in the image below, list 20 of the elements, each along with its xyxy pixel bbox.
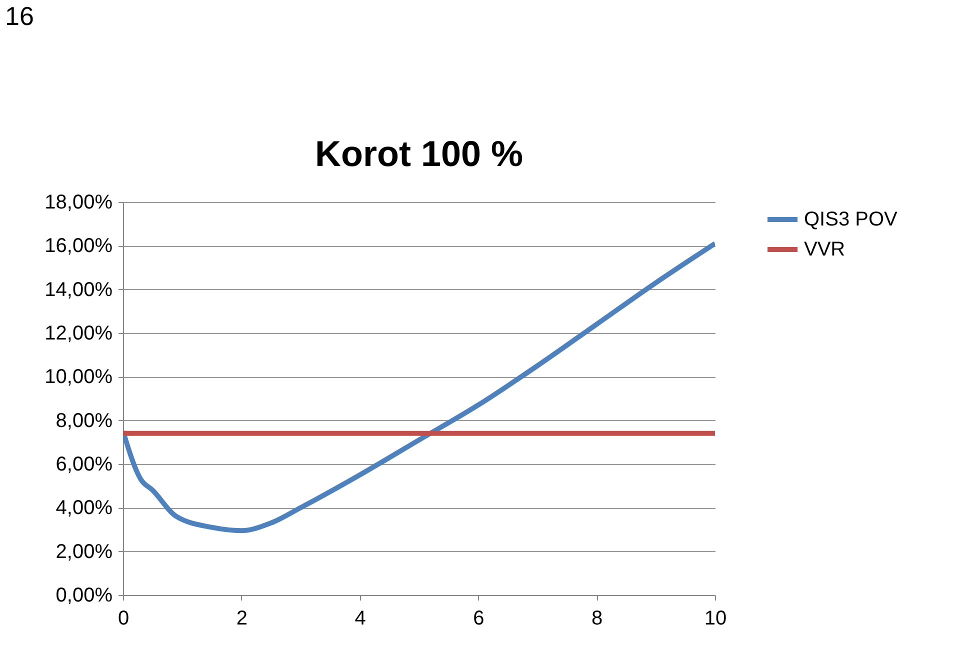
x-tick-label: 10 bbox=[704, 608, 727, 630]
legend-label: QIS3 POV bbox=[804, 208, 898, 230]
y-tick-label: 14,00% bbox=[44, 278, 113, 301]
y-tick-label: 12,00% bbox=[44, 322, 113, 344]
y-tick-label: 2,00% bbox=[56, 540, 113, 563]
y-tick-label: 6,00% bbox=[56, 454, 113, 476]
legend-label: VVR bbox=[804, 238, 846, 260]
x-tick-label: 4 bbox=[354, 608, 366, 630]
y-tick-label: 8,00% bbox=[56, 410, 113, 432]
chart-title: Korot 100 % bbox=[314, 133, 524, 174]
y-tick-label: 4,00% bbox=[56, 497, 113, 520]
x-tick-label: 0 bbox=[118, 608, 130, 630]
y-tick-label: 16,00% bbox=[44, 235, 113, 258]
y-tick-label: 10,00% bbox=[44, 366, 113, 388]
text: 16 bbox=[5, 1, 34, 31]
y-tick-label: 0,00% bbox=[56, 584, 113, 606]
y-tick-label: 18,00% bbox=[44, 192, 113, 214]
x-tick-label: 8 bbox=[592, 608, 603, 630]
x-tick-label: 6 bbox=[473, 608, 484, 630]
x-tick-label: 2 bbox=[236, 608, 248, 630]
